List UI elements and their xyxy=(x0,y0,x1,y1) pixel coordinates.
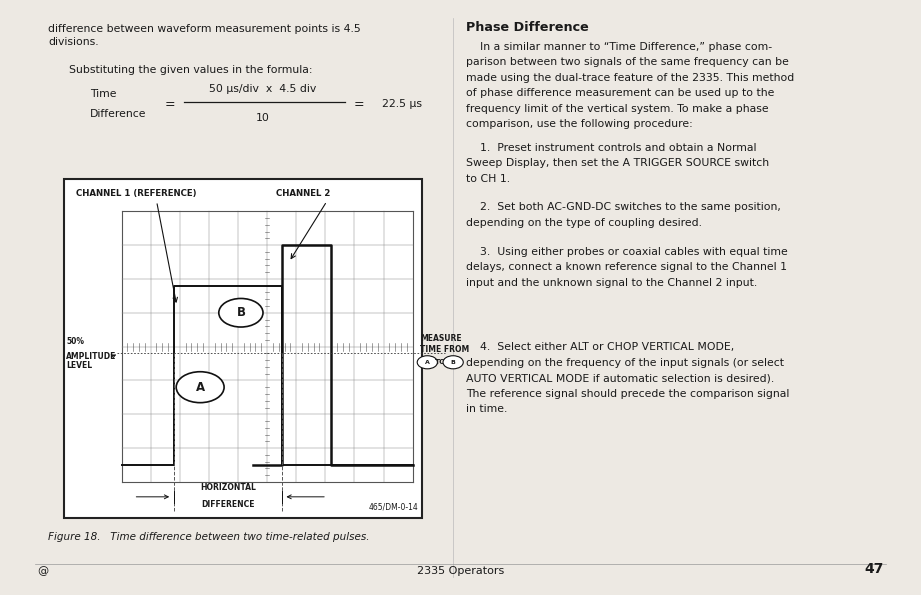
Circle shape xyxy=(176,372,224,403)
Text: 22.5 μs: 22.5 μs xyxy=(382,99,422,109)
Text: B: B xyxy=(450,360,456,365)
Text: MEASURE: MEASURE xyxy=(420,334,461,343)
Text: divisions.: divisions. xyxy=(48,37,99,47)
Text: in time.: in time. xyxy=(466,404,507,414)
Text: 3.  Using either probes or coaxial cables with equal time: 3. Using either probes or coaxial cables… xyxy=(466,247,787,257)
Text: LEVEL: LEVEL xyxy=(66,361,92,370)
Text: A: A xyxy=(425,360,430,365)
Text: @: @ xyxy=(37,566,48,576)
Text: 4.  Select either ALT or CHOP VERTICAL MODE,: 4. Select either ALT or CHOP VERTICAL MO… xyxy=(466,342,734,352)
Text: depending on the type of coupling desired.: depending on the type of coupling desire… xyxy=(466,218,702,228)
Text: =: = xyxy=(165,98,176,111)
Text: DIFFERENCE: DIFFERENCE xyxy=(201,500,254,509)
Text: In a similar manner to “Time Difference,” phase com-: In a similar manner to “Time Difference,… xyxy=(466,42,772,52)
Text: AMPLITUDE: AMPLITUDE xyxy=(66,352,117,361)
Text: HORIZONTAL: HORIZONTAL xyxy=(200,483,256,492)
Text: made using the dual-trace feature of the 2335. This method: made using the dual-trace feature of the… xyxy=(466,73,794,83)
Text: Time: Time xyxy=(90,89,117,99)
Text: The reference signal should precede the comparison signal: The reference signal should precede the … xyxy=(466,389,789,399)
Text: TIME FROM: TIME FROM xyxy=(420,345,469,353)
Text: depending on the frequency of the input signals (or select: depending on the frequency of the input … xyxy=(466,358,784,368)
Text: 465/DM-0-14: 465/DM-0-14 xyxy=(368,503,418,512)
Text: Difference: Difference xyxy=(90,109,146,119)
Text: Substituting the given values in the formula:: Substituting the given values in the for… xyxy=(69,65,312,76)
Bar xyxy=(64,178,422,518)
Text: Sweep Display, then set the A TRIGGER SOURCE switch: Sweep Display, then set the A TRIGGER SO… xyxy=(466,158,769,168)
Text: difference between waveform measurement points is 4.5: difference between waveform measurement … xyxy=(48,24,361,34)
Text: delays, connect a known reference signal to the Channel 1: delays, connect a known reference signal… xyxy=(466,262,787,273)
Text: 50%: 50% xyxy=(66,337,85,346)
Text: 2335 Operators: 2335 Operators xyxy=(417,566,504,576)
Circle shape xyxy=(417,356,437,369)
Circle shape xyxy=(219,299,263,327)
Circle shape xyxy=(443,356,463,369)
Text: =: = xyxy=(354,98,365,111)
Text: Phase Difference: Phase Difference xyxy=(466,21,589,34)
Text: to CH 1.: to CH 1. xyxy=(466,174,510,184)
Text: 50 μs/div  x  4.5 div: 50 μs/div x 4.5 div xyxy=(209,84,316,94)
Text: of phase difference measurement can be used up to the: of phase difference measurement can be u… xyxy=(466,88,775,98)
Text: B: B xyxy=(237,306,245,320)
Text: 47: 47 xyxy=(865,562,884,576)
Text: Figure 18.   Time difference between two time-related pulses.: Figure 18. Time difference between two t… xyxy=(48,532,369,541)
Text: TO: TO xyxy=(435,359,446,365)
Text: A: A xyxy=(195,381,204,394)
Text: CHANNEL 1 (REFERENCE): CHANNEL 1 (REFERENCE) xyxy=(76,189,196,198)
Text: 2.  Set both AC-GND-DC switches to the same position,: 2. Set both AC-GND-DC switches to the sa… xyxy=(466,202,781,212)
Text: manualsarchived: manualsarchived xyxy=(94,264,367,427)
Text: input and the unknown signal to the Channel 2 input.: input and the unknown signal to the Chan… xyxy=(466,278,757,288)
Text: CHANNEL 2: CHANNEL 2 xyxy=(276,189,331,198)
Text: 1.  Preset instrument controls and obtain a Normal: 1. Preset instrument controls and obtain… xyxy=(466,143,756,153)
Text: AUTO VERTICAL MODE if automatic selection is desired).: AUTO VERTICAL MODE if automatic selectio… xyxy=(466,373,775,383)
Text: frequency limit of the vertical system. To make a phase: frequency limit of the vertical system. … xyxy=(466,104,769,114)
Text: parison between two signals of the same frequency can be: parison between two signals of the same … xyxy=(466,57,789,67)
Text: 10: 10 xyxy=(255,113,270,123)
Text: comparison, use the following procedure:: comparison, use the following procedure: xyxy=(466,119,693,129)
